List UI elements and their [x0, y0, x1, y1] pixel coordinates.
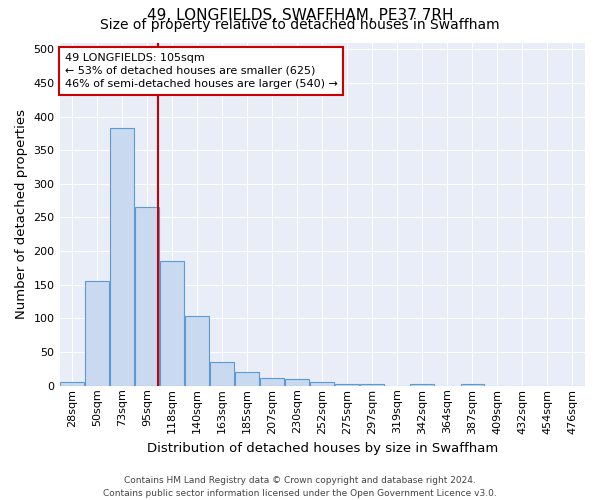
Bar [235, 372, 259, 386]
Bar [410, 384, 434, 386]
Bar [260, 378, 284, 386]
Text: 49 LONGFIELDS: 105sqm
← 53% of detached houses are smaller (625)
46% of semi-det: 49 LONGFIELDS: 105sqm ← 53% of detached … [65, 53, 338, 89]
Bar [210, 362, 234, 386]
Text: Contains HM Land Registry data © Crown copyright and database right 2024.
Contai: Contains HM Land Registry data © Crown c… [103, 476, 497, 498]
Bar [461, 384, 484, 386]
Bar [361, 384, 384, 386]
Bar [160, 261, 184, 386]
Bar [110, 128, 134, 386]
Bar [310, 382, 334, 386]
Bar [135, 208, 159, 386]
Bar [335, 384, 359, 386]
Bar [286, 379, 309, 386]
Y-axis label: Number of detached properties: Number of detached properties [15, 109, 28, 319]
Bar [185, 316, 209, 386]
X-axis label: Distribution of detached houses by size in Swaffham: Distribution of detached houses by size … [146, 442, 498, 455]
Bar [60, 382, 84, 386]
Bar [85, 282, 109, 386]
Text: Size of property relative to detached houses in Swaffham: Size of property relative to detached ho… [100, 18, 500, 32]
Text: 49, LONGFIELDS, SWAFFHAM, PE37 7RH: 49, LONGFIELDS, SWAFFHAM, PE37 7RH [147, 8, 453, 22]
